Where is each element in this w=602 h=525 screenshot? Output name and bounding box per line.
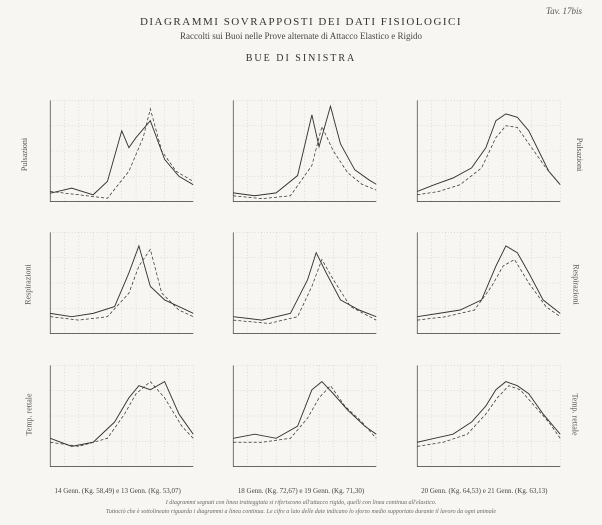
chart-panel-r1-c2 [403,226,566,344]
row-label-right-0: Pulsazioni [575,138,584,171]
chart-panel-r2-c1 [219,359,382,477]
title-sub: Raccolti sui Buoi nelle Prove alternate … [0,31,602,41]
footnote: I diagrammi segnati con linea tratteggia… [0,499,602,517]
col-label-3: 20 Genn. (Kg. 64,53) e 21 Genn. (Kg. 63,… [403,487,566,495]
chart-panel-r0-c0 [36,94,199,212]
col-label-2: 18 Genn. (Kg. 72,67) e 19 Genn. (Kg. 71,… [219,487,382,495]
title-main: DIAGRAMMI SOVRAPPOSTI DEI DATI FISIOLOGI… [0,16,602,28]
chart-panel-r0-c2 [403,94,566,212]
chart-panel-r1-c1 [219,226,382,344]
footnote-line1: I diagrammi segnati con linea tratteggia… [0,499,602,508]
page-plate-label: Tav. 17bis [546,6,582,16]
header: DIAGRAMMI SOVRAPPOSTI DEI DATI FISIOLOGI… [0,0,602,64]
row-label-left-1: Respirazioni [24,264,33,304]
row-label-right-2: Temp. rettale [570,393,579,435]
chart-panel-r1-c0 [36,226,199,344]
chart-panel-r0-c1 [219,94,382,212]
title-section: BUE DI SINISTRA [0,53,602,64]
row-label-left-2: Temp. rettale [25,393,34,435]
chart-panel-r2-c2 [403,359,566,477]
row-label-left-0: Pulsazioni [20,138,29,171]
col-label-1: 14 Genn. (Kg. 58,49) e 13 Genn. (Kg. 53,… [36,487,199,495]
chart-grid [36,94,566,477]
chart-panel-r2-c0 [36,359,199,477]
column-labels: 14 Genn. (Kg. 58,49) e 13 Genn. (Kg. 53,… [36,487,566,495]
row-label-right-1: Respirazioni [571,264,580,304]
footnote-line2: Tuttociò che è sottolineato riguarda i d… [0,508,602,517]
